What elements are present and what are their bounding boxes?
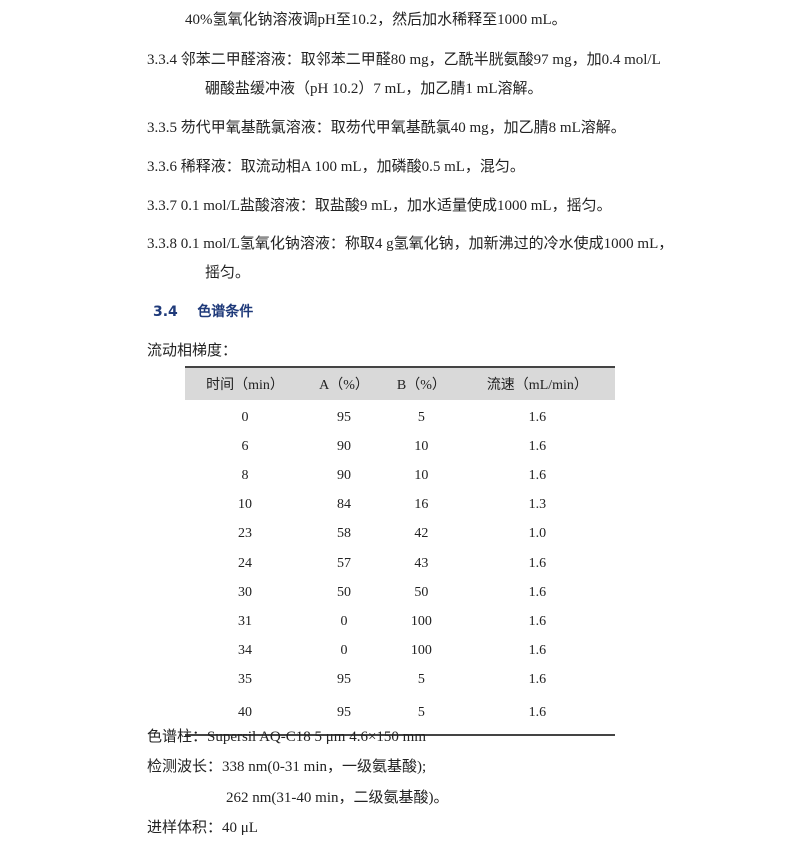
table-cell: 10: [238, 497, 253, 513]
table-cell: 8: [241, 467, 249, 483]
injection-volume: 进样体积：40 μL: [147, 820, 258, 836]
wavelength-info-cont: 262 nm(31-40 min，二级氨基酸)。: [226, 790, 449, 806]
table-cell: 57: [337, 555, 352, 571]
section-title: 色谱条件: [197, 304, 254, 320]
table-row: 24 57 43 1.6: [185, 549, 615, 578]
table-cell: 1.6: [528, 672, 547, 688]
table-cell: 1.6: [528, 704, 547, 720]
table-cell: 10: [414, 438, 429, 454]
paragraph-3-3-8-cont: 摇匀。: [205, 265, 251, 281]
table-row: 35 95 5 1.6: [185, 666, 615, 695]
table-cell: 50: [337, 584, 352, 600]
wavelength-info: 检测波长：338 nm(0-31 min，一级氨基酸);: [147, 759, 427, 775]
table-cell: 90: [337, 438, 352, 454]
column-info: 色谱柱：Supersil AQ-C18 5 μm 4.6×150 mm: [147, 729, 427, 745]
paragraph-3-3-7: 3.3.7 0.1 mol/L盐酸溶液：取盐酸9 mL，加水适量使成1000 m…: [147, 198, 612, 214]
table-cell: 1.3: [528, 497, 547, 513]
table-cell: 95: [337, 672, 352, 688]
table-cell: 0: [340, 613, 348, 629]
table-cell: 6: [241, 438, 249, 454]
table-row: 0 95 5 1.6: [185, 400, 615, 432]
gradient-table: 时间（min） A（%） B（%） 流速（mL/min） 0 95 5 1.6 6 90 10 1.…: [185, 366, 615, 736]
table-cell: 30: [238, 584, 253, 600]
table-row: 8 90 10 1.6: [185, 461, 615, 490]
table-cell: 31: [238, 613, 253, 629]
table-cell: 90: [337, 467, 352, 483]
paragraph-3-3-6: 3.3.6 稀释液：取流动相A 100 mL，加磷酸0.5 mL，混匀。: [147, 159, 525, 175]
table-cell: 5: [417, 672, 425, 688]
table-row: 31 0 100 1.6: [185, 607, 615, 636]
table-cell: 10: [414, 467, 429, 483]
table-cell: 42: [414, 526, 429, 542]
paragraph-3-3-5: 3.3.5 芴代甲氧基酰氯溶液：取芴代甲氧基酰氯40 mg，加乙腈8 mL溶解。: [147, 120, 626, 136]
table-cell: 1.6: [528, 613, 547, 629]
table-cell: 1.6: [528, 643, 547, 659]
table-cell: 35: [238, 672, 253, 688]
table-cell: 95: [337, 409, 352, 425]
column-header: B（%）: [396, 378, 446, 393]
gradient-label: 流动相梯度：: [147, 343, 238, 359]
table-cell: 23: [238, 526, 253, 542]
table-row: 23 58 42 1.0: [185, 520, 615, 549]
table-cell: 5: [417, 704, 425, 720]
table-cell: 43: [414, 555, 429, 571]
table-cell: 58: [337, 526, 352, 542]
column-header: A（%）: [319, 378, 369, 393]
table-cell: 24: [238, 555, 253, 571]
table-header-row: 时间（min） A（%） B（%） 流速（mL/min）: [185, 367, 615, 400]
table-cell: 5: [417, 409, 425, 425]
table-row: 34 0 100 1.6: [185, 637, 615, 666]
table-cell: 16: [414, 497, 429, 513]
table-cell: 95: [337, 704, 352, 720]
paragraph-3-3-4-cont: 硼酸盐缓冲液（pH 10.2）7 mL，加乙腈1 mL溶解。: [205, 81, 543, 97]
table-cell: 0: [241, 409, 249, 425]
table-cell: 1.6: [528, 409, 547, 425]
table-cell: 1.6: [528, 467, 547, 483]
table-cell: 1.6: [528, 438, 547, 454]
paragraph-3-3-4: 3.3.4 邻苯二甲醛溶液：取邻苯二甲醛80 mg，乙酰半胱氨酸97 mg，加0…: [147, 52, 661, 68]
table-cell: 84: [337, 497, 352, 513]
table-row: 40 95 5 1.6: [185, 695, 615, 735]
table-cell: 34: [238, 643, 253, 659]
table-cell: 0: [340, 643, 348, 659]
table-row: 30 50 50 1.6: [185, 578, 615, 607]
table-cell: 100: [410, 643, 432, 659]
column-header: 时间（min）: [206, 378, 284, 393]
section-heading: 3.4 色谱条件: [153, 302, 253, 322]
table-row: 6 90 10 1.6: [185, 432, 615, 461]
table-cell: 40: [238, 704, 253, 720]
table-cell: 1.0: [528, 526, 547, 542]
paragraph-3-3-8: 3.3.8 0.1 mol/L氢氧化钠溶液：称取4 g氢氧化钠，加新沸过的冷水使…: [147, 236, 674, 252]
table-cell: 100: [410, 613, 432, 629]
table-row: 10 84 16 1.3: [185, 491, 615, 520]
section-number: 3.4: [153, 304, 178, 320]
column-header: 流速（mL/min）: [486, 378, 588, 393]
table-cell: 1.6: [528, 584, 547, 600]
paragraph-continuation: 40%氢氧化钠溶液调pH至10.2，然后加水稀释至1000 mL。: [185, 12, 567, 28]
table-cell: 1.6: [528, 555, 547, 571]
table-cell: 50: [414, 584, 429, 600]
